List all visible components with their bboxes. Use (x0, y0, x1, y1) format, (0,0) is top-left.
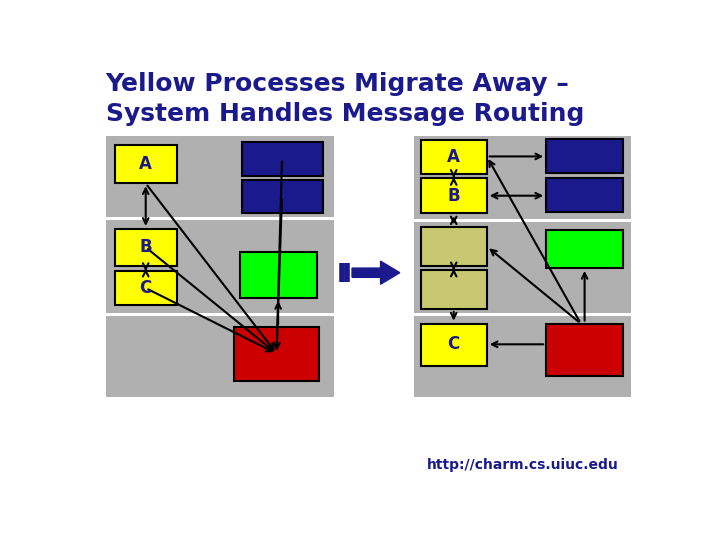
Bar (546, 323, 623, 376)
Text: C: C (140, 279, 152, 297)
Bar (234, 327, 319, 381)
Bar (421, 140, 487, 174)
Bar (106, 217, 334, 220)
Text: A: A (139, 155, 152, 173)
Bar (421, 227, 487, 266)
Bar (421, 271, 487, 309)
Bar (106, 313, 334, 316)
Bar (421, 178, 487, 213)
Bar (106, 316, 334, 397)
Bar (242, 179, 323, 213)
Text: Yellow Processes Migrate Away –: Yellow Processes Migrate Away – (106, 72, 570, 97)
Bar (421, 323, 487, 366)
Bar (242, 142, 323, 176)
Bar (115, 271, 176, 305)
Bar (106, 220, 334, 313)
Text: B: B (140, 238, 152, 256)
Text: http://charm.cs.uiuc.edu: http://charm.cs.uiuc.edu (427, 458, 619, 472)
Bar (106, 136, 334, 217)
Text: C: C (448, 335, 460, 353)
Bar (546, 178, 623, 212)
Bar (240, 252, 317, 298)
Text: A: A (447, 148, 460, 166)
Bar (414, 222, 631, 313)
Bar (414, 313, 631, 316)
Polygon shape (352, 261, 400, 284)
Bar (546, 139, 623, 173)
Bar (546, 230, 623, 268)
Bar (414, 316, 631, 397)
Bar (115, 145, 176, 184)
Text: System Handles Message Routing: System Handles Message Routing (106, 102, 584, 126)
Text: B: B (447, 187, 460, 205)
Bar (115, 229, 176, 266)
Bar (414, 219, 631, 222)
Bar (414, 136, 631, 219)
